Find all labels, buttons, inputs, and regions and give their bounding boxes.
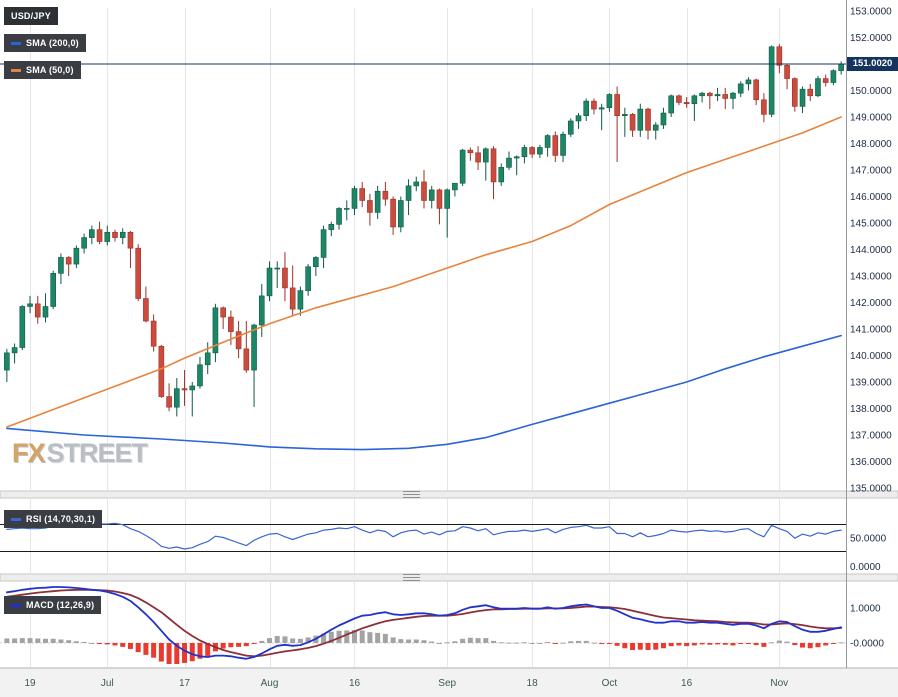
splitter-grip-macd[interactable]	[403, 574, 420, 581]
watermark-fx-text: FX	[12, 438, 46, 468]
candles[interactable]	[4, 44, 844, 417]
rsi-color-chip	[11, 517, 21, 521]
macd-badge[interactable]: MACD (12,26,9)	[4, 596, 102, 614]
sma-200-line	[6, 334, 842, 451]
svg-text:17: 17	[179, 678, 191, 689]
svg-text:16: 16	[349, 678, 361, 689]
time-axis-strip[interactable]	[0, 668, 898, 697]
svg-text:135.0000: 135.0000	[850, 484, 892, 495]
svg-text:Jul: Jul	[101, 678, 114, 689]
sma200-badge[interactable]: SMA (200,0)	[4, 34, 86, 52]
svg-text:0.0000: 0.0000	[850, 562, 881, 573]
symbol-label: USD/JPY	[11, 11, 51, 21]
macd-histogram	[4, 630, 844, 664]
svg-text:-0.0000: -0.0000	[850, 639, 884, 650]
macd-signal-line	[6, 588, 842, 658]
rsi-badge[interactable]: RSI (14,70,30,1)	[4, 510, 103, 528]
svg-text:141.0000: 141.0000	[850, 325, 892, 336]
sma200-label: SMA (200,0)	[26, 38, 79, 48]
sma50-color-chip	[11, 68, 21, 72]
svg-text:138.0000: 138.0000	[850, 404, 892, 415]
last-price-tag: 151.0020	[847, 56, 898, 71]
svg-text:144.0000: 144.0000	[850, 245, 892, 256]
svg-text:152.0000: 152.0000	[850, 33, 892, 44]
svg-text:146.0000: 146.0000	[850, 192, 892, 203]
svg-text:139.0000: 139.0000	[850, 378, 892, 389]
svg-text:Nov: Nov	[770, 678, 788, 689]
svg-text:Aug: Aug	[261, 678, 279, 689]
time-axis-labels[interactable]: 19 Jul 17 Aug 16 Sep 18 Oct 16 Nov	[24, 678, 788, 689]
svg-text:142.0000: 142.0000	[850, 298, 892, 309]
svg-text:150.0000: 150.0000	[850, 86, 892, 97]
svg-text:136.0000: 136.0000	[850, 457, 892, 468]
fxstreet-watermark: FXSTREET	[12, 438, 149, 469]
svg-text:148.0000: 148.0000	[850, 139, 892, 150]
svg-text:143.0000: 143.0000	[850, 272, 892, 283]
macd-line	[6, 586, 842, 660]
rsi-level-lines	[0, 524, 847, 553]
splitter-grip-rsi[interactable]	[403, 491, 420, 498]
rsi-label: RSI (14,70,30,1)	[26, 514, 96, 524]
macd-axis-labels[interactable]: 1.0000 -0.0000	[850, 604, 884, 650]
svg-text:153.0000: 153.0000	[850, 7, 892, 18]
symbol-badge[interactable]: USD/JPY	[4, 7, 58, 25]
watermark-street-text: STREET	[46, 438, 149, 468]
svg-text:18: 18	[527, 678, 539, 689]
sma-50-line	[6, 116, 842, 428]
price-axis-labels[interactable]: 153.0000152.0000151.0000150.0000149.0000…	[850, 7, 892, 495]
svg-text:149.0000: 149.0000	[850, 113, 892, 124]
macd-label: MACD (12,26,9)	[26, 600, 95, 610]
macd-color-chip	[11, 603, 21, 607]
sma50-badge[interactable]: SMA (50,0)	[4, 61, 81, 79]
svg-text:147.0000: 147.0000	[850, 166, 892, 177]
svg-text:Sep: Sep	[438, 678, 456, 689]
splitter-bar-rsi[interactable]	[0, 490, 898, 499]
svg-text:16: 16	[681, 678, 693, 689]
svg-text:Oct: Oct	[602, 678, 618, 689]
rsi-line	[6, 522, 842, 550]
sma50-label: SMA (50,0)	[26, 65, 74, 75]
sma200-color-chip	[11, 41, 21, 45]
splitter-bar-macd[interactable]	[0, 573, 898, 582]
svg-text:19: 19	[24, 678, 36, 689]
svg-text:140.0000: 140.0000	[850, 351, 892, 362]
svg-text:1.0000: 1.0000	[850, 604, 881, 615]
svg-text:50.0000: 50.0000	[850, 534, 887, 545]
svg-text:145.0000: 145.0000	[850, 219, 892, 230]
vertical-gridlines	[30, 8, 780, 667]
svg-text:137.0000: 137.0000	[850, 431, 892, 442]
rsi-axis-labels[interactable]: 50.0000 0.0000	[850, 534, 887, 573]
